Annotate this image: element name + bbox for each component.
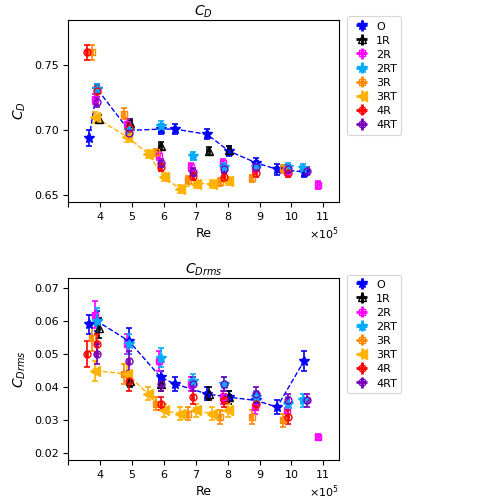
Text: $\times10^5$: $\times10^5$ (309, 484, 339, 500)
Y-axis label: $C_{Drms}$: $C_{Drms}$ (12, 350, 28, 388)
Title: $C_{Drms}$: $C_{Drms}$ (185, 262, 223, 278)
Text: $\times10^5$: $\times10^5$ (309, 226, 339, 242)
Title: $C_D$: $C_D$ (194, 4, 213, 20)
Y-axis label: $C_D$: $C_D$ (12, 102, 28, 120)
Legend: O, 1R, 2R, 2RT, 3R, 3RT, 4R, 4RT: O, 1R, 2R, 2RT, 3R, 3RT, 4R, 4RT (347, 16, 402, 135)
X-axis label: Re: Re (196, 227, 212, 240)
Legend: O, 1R, 2R, 2RT, 3R, 3RT, 4R, 4RT: O, 1R, 2R, 2RT, 3R, 3RT, 4R, 4RT (347, 274, 402, 393)
X-axis label: Re: Re (196, 486, 212, 498)
